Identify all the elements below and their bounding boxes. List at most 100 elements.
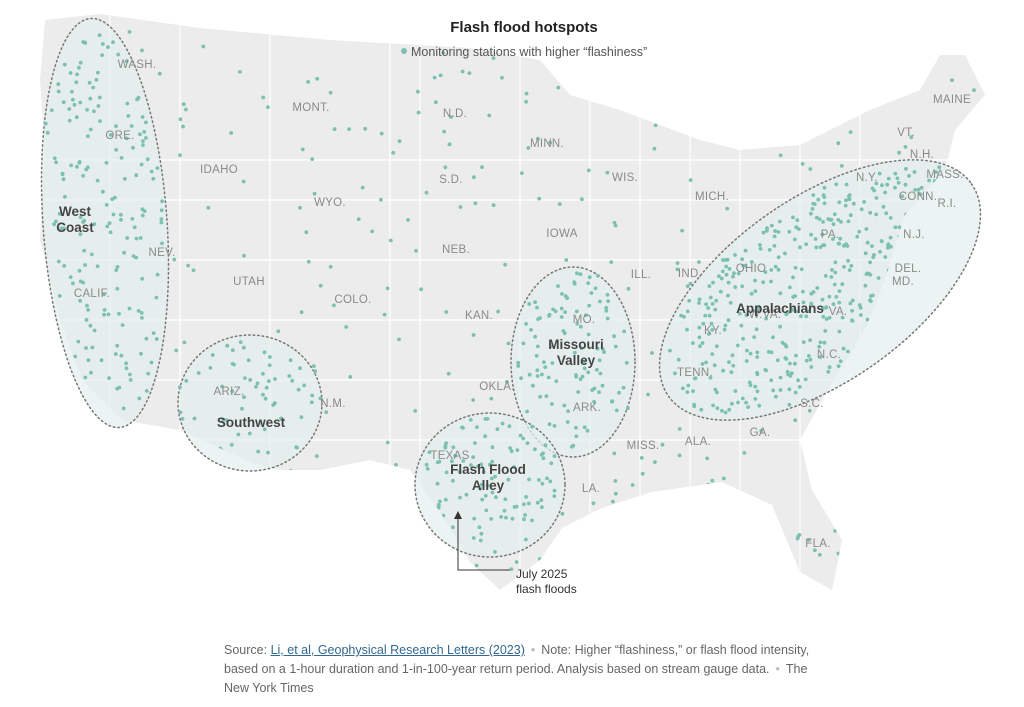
- state-label: IND.: [678, 268, 702, 280]
- station: [755, 350, 760, 355]
- station: [297, 502, 301, 506]
- station: [715, 390, 719, 395]
- station: [127, 306, 132, 311]
- station: [473, 201, 478, 206]
- station: [919, 185, 924, 190]
- station: [547, 314, 551, 318]
- station: [679, 313, 683, 318]
- region-label: Valley: [557, 353, 596, 368]
- station: [834, 182, 839, 187]
- station: [769, 223, 774, 228]
- station: [673, 371, 677, 376]
- station: [516, 360, 521, 365]
- station: [273, 377, 277, 381]
- station: [127, 372, 132, 377]
- station: [483, 434, 487, 439]
- station: [688, 281, 693, 286]
- station: [792, 237, 797, 242]
- station: [90, 252, 94, 257]
- station: [443, 497, 448, 502]
- station: [776, 230, 781, 234]
- station: [826, 369, 831, 374]
- station: [460, 425, 464, 430]
- station: [758, 246, 763, 251]
- station: [905, 553, 910, 558]
- station: [411, 565, 416, 569]
- station: [656, 44, 661, 49]
- station: [624, 360, 629, 365]
- station: [784, 357, 789, 361]
- station: [527, 372, 532, 377]
- station: [545, 476, 549, 481]
- station: [181, 124, 185, 129]
- station: [77, 268, 82, 273]
- station: [764, 316, 768, 321]
- station: [524, 537, 528, 542]
- station: [92, 328, 97, 333]
- station: [909, 135, 914, 140]
- station: [700, 362, 705, 366]
- station: [548, 479, 553, 484]
- station: [670, 538, 675, 543]
- station: [660, 442, 665, 447]
- station: [754, 327, 759, 332]
- station: [78, 279, 83, 284]
- station: [140, 316, 144, 320]
- station: [810, 207, 815, 211]
- station: [481, 469, 486, 474]
- station: [75, 164, 79, 169]
- station: [119, 156, 124, 160]
- source-link[interactable]: Li, et al, Geophysical Research Letters …: [270, 643, 525, 657]
- station: [886, 243, 890, 248]
- station: [874, 196, 879, 200]
- station: [670, 521, 675, 525]
- station: [839, 164, 844, 168]
- station: [884, 211, 889, 216]
- station: [837, 200, 842, 205]
- station: [220, 384, 225, 389]
- station: [749, 260, 754, 264]
- station: [539, 498, 544, 502]
- station: [413, 409, 417, 413]
- station: [562, 403, 567, 408]
- station: [575, 271, 579, 276]
- station: [892, 416, 897, 420]
- station: [784, 312, 789, 317]
- station: [787, 387, 792, 392]
- station: [553, 309, 558, 314]
- station: [918, 192, 923, 197]
- station: [832, 212, 837, 217]
- station: [905, 473, 909, 478]
- station: [831, 237, 835, 241]
- station: [923, 529, 927, 533]
- station: [787, 402, 792, 407]
- station: [142, 209, 147, 214]
- station: [886, 176, 891, 181]
- station: [540, 372, 544, 377]
- station: [552, 454, 557, 458]
- station: [626, 286, 631, 291]
- station: [794, 353, 798, 358]
- station: [56, 82, 61, 86]
- station: [524, 495, 528, 499]
- station: [552, 424, 557, 428]
- station: [68, 275, 73, 279]
- station: [897, 225, 902, 230]
- station: [290, 378, 295, 383]
- station: [198, 502, 203, 507]
- station: [718, 289, 723, 294]
- station: [858, 313, 863, 317]
- station: [40, 367, 43, 372]
- station: [241, 345, 246, 350]
- station: [379, 131, 384, 136]
- station: [139, 351, 143, 356]
- station: [676, 357, 681, 362]
- note: Note: Higher “flashiness,” or flash floo…: [224, 643, 810, 676]
- station: [393, 538, 398, 543]
- annotation: flash floods: [516, 582, 577, 596]
- state-label: N.M.: [320, 398, 345, 410]
- station: [880, 411, 884, 415]
- station: [178, 117, 183, 122]
- station: [823, 329, 828, 333]
- station: [677, 453, 682, 458]
